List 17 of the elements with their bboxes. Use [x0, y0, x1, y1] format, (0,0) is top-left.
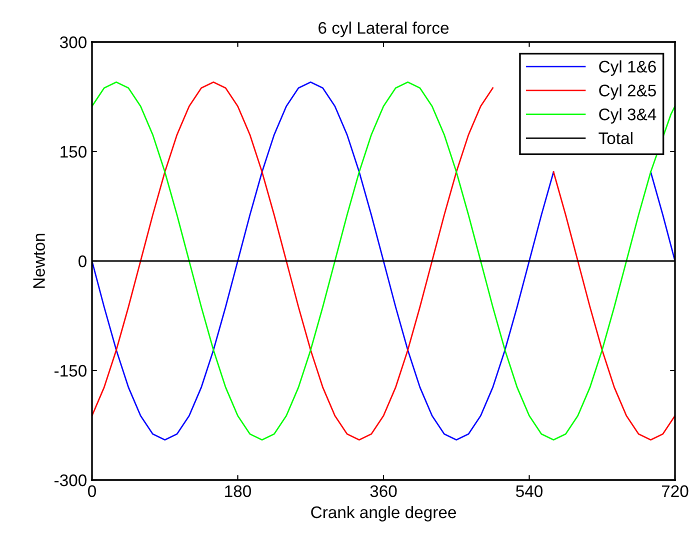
- x-tick-label: 360: [370, 485, 397, 498]
- y-tick-label: 0: [78, 255, 86, 268]
- y-tick-label: -150: [54, 364, 86, 377]
- x-tick-label: 720: [662, 485, 688, 498]
- legend-label: Total: [598, 132, 632, 144]
- chart-title: 6 cyl Lateral force: [318, 22, 449, 38]
- y-tick-label: 150: [60, 146, 86, 158]
- x-tick-label: 540: [516, 485, 543, 498]
- x-axis-title: Crank angle degree: [311, 506, 456, 522]
- legend-label: Cyl 3&4: [599, 108, 656, 124]
- x-tick-label: 0: [88, 485, 96, 498]
- legend-label: Cyl 2&5: [599, 84, 656, 100]
- y-axis-title: Newton: [33, 234, 45, 288]
- x-tick-label: 180: [225, 485, 252, 498]
- y-tick-label: 300: [60, 36, 86, 48]
- y-tick-label: -300: [54, 474, 86, 486]
- legend-label: Cyl 1&6: [599, 60, 656, 76]
